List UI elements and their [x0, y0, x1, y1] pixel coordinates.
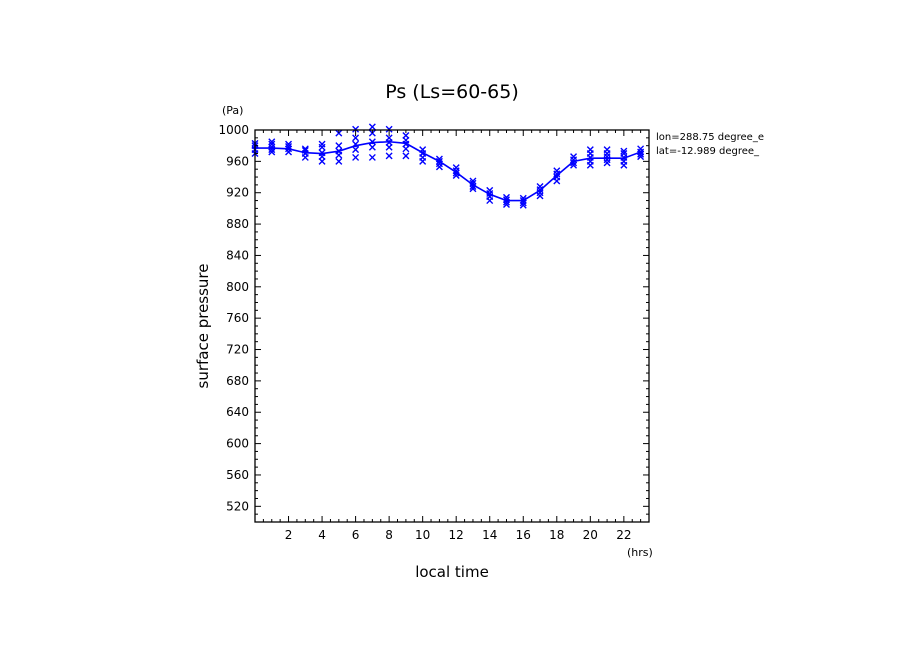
sample-marker — [268, 138, 276, 146]
sample-marker — [385, 125, 393, 133]
y-tick-label: 840 — [226, 248, 249, 262]
sample-marker — [318, 140, 326, 148]
x-tick-label: 12 — [449, 528, 464, 542]
sample-marker — [368, 153, 376, 161]
sample-marker — [368, 138, 376, 146]
sample-marker — [385, 134, 393, 142]
sample-marker — [419, 146, 427, 154]
sample-marker — [637, 150, 645, 158]
sample-marker — [637, 145, 645, 153]
y-tick-label: 520 — [226, 499, 249, 513]
sample-marker — [285, 140, 293, 148]
sample-marker — [570, 153, 578, 161]
sample-marker — [553, 167, 561, 175]
sample-marker — [486, 186, 494, 194]
sample-marker — [519, 197, 527, 205]
sample-marker — [469, 179, 477, 187]
sample-marker — [603, 146, 611, 154]
sample-marker — [536, 182, 544, 190]
sample-marker — [335, 147, 343, 155]
y-tick-label: 720 — [226, 343, 249, 357]
info-lon: lon=288.75 degree_e — [656, 132, 764, 143]
sample-marker — [536, 192, 544, 200]
x-tick-label: 20 — [583, 528, 598, 542]
x-tick-label: 2 — [285, 528, 293, 542]
y-tick-label: 1000 — [218, 123, 249, 137]
sample-marker — [469, 185, 477, 193]
sample-marker — [435, 163, 443, 171]
sample-marker — [402, 131, 410, 139]
sample-marker — [469, 177, 477, 185]
x-tick-label: 8 — [385, 528, 393, 542]
sample-marker — [502, 193, 510, 201]
sample-marker — [301, 146, 309, 154]
y-tick-label: 600 — [226, 437, 249, 451]
sample-marker — [368, 143, 376, 151]
sample-marker — [352, 140, 360, 148]
y-tick-label: 640 — [226, 405, 249, 419]
y-tick-label: 920 — [226, 186, 249, 200]
sample-marker — [402, 152, 410, 160]
sample-marker — [318, 143, 326, 151]
x-tick-label: 4 — [318, 528, 326, 542]
y-unit-label: (Pa) — [222, 104, 243, 117]
x-unit-label: (hrs) — [627, 546, 653, 559]
y-axis-label: surface pressure — [194, 264, 212, 389]
sample-marker — [586, 146, 594, 154]
sample-marker — [435, 155, 443, 163]
sample-marker — [352, 125, 360, 133]
x-axis-label: local time — [415, 563, 489, 581]
sample-marker — [335, 142, 343, 150]
sample-marker — [368, 123, 376, 131]
plot-frame — [254, 129, 650, 523]
sample-marker — [452, 169, 460, 177]
y-tick-label: 560 — [226, 468, 249, 482]
info-lat: lat=-12.989 degree_ — [656, 146, 760, 157]
x-tick-label: 22 — [616, 528, 631, 542]
sample-marker — [385, 152, 393, 160]
mean-pressure-line — [255, 140, 641, 202]
y-tick-label: 800 — [226, 280, 249, 294]
x-tick-label: 14 — [482, 528, 497, 542]
sample-marker — [335, 129, 343, 137]
sample-marker — [301, 145, 309, 153]
x-tick-label: 16 — [516, 528, 531, 542]
y-tick-label: 880 — [226, 217, 249, 231]
sample-marker — [318, 149, 326, 157]
sample-marker — [352, 146, 360, 154]
sample-marker — [352, 153, 360, 161]
sample-marker — [502, 196, 510, 204]
sample-marker — [285, 142, 293, 150]
plot-area — [251, 123, 645, 209]
y-tick-label: 760 — [226, 311, 249, 325]
y-tick-label: 680 — [226, 374, 249, 388]
x-tick-label: 18 — [549, 528, 564, 542]
x-tick-label: 6 — [352, 528, 360, 542]
x-tick-label: 10 — [415, 528, 430, 542]
sample-marker — [570, 161, 578, 169]
y-tick-label: 960 — [226, 154, 249, 168]
sample-marker — [352, 134, 360, 142]
sample-marker — [268, 140, 276, 148]
sample-marker — [268, 146, 276, 154]
sample-marker — [620, 147, 628, 155]
sample-marker — [368, 129, 376, 137]
sample-marker — [620, 150, 628, 158]
sample-marker — [452, 164, 460, 172]
sample-marker — [519, 194, 527, 202]
sample-marker — [603, 159, 611, 167]
sample-marker — [435, 157, 443, 165]
sample-marker — [335, 157, 343, 165]
chart-title: Ps (Ls=60-65) — [385, 81, 519, 103]
